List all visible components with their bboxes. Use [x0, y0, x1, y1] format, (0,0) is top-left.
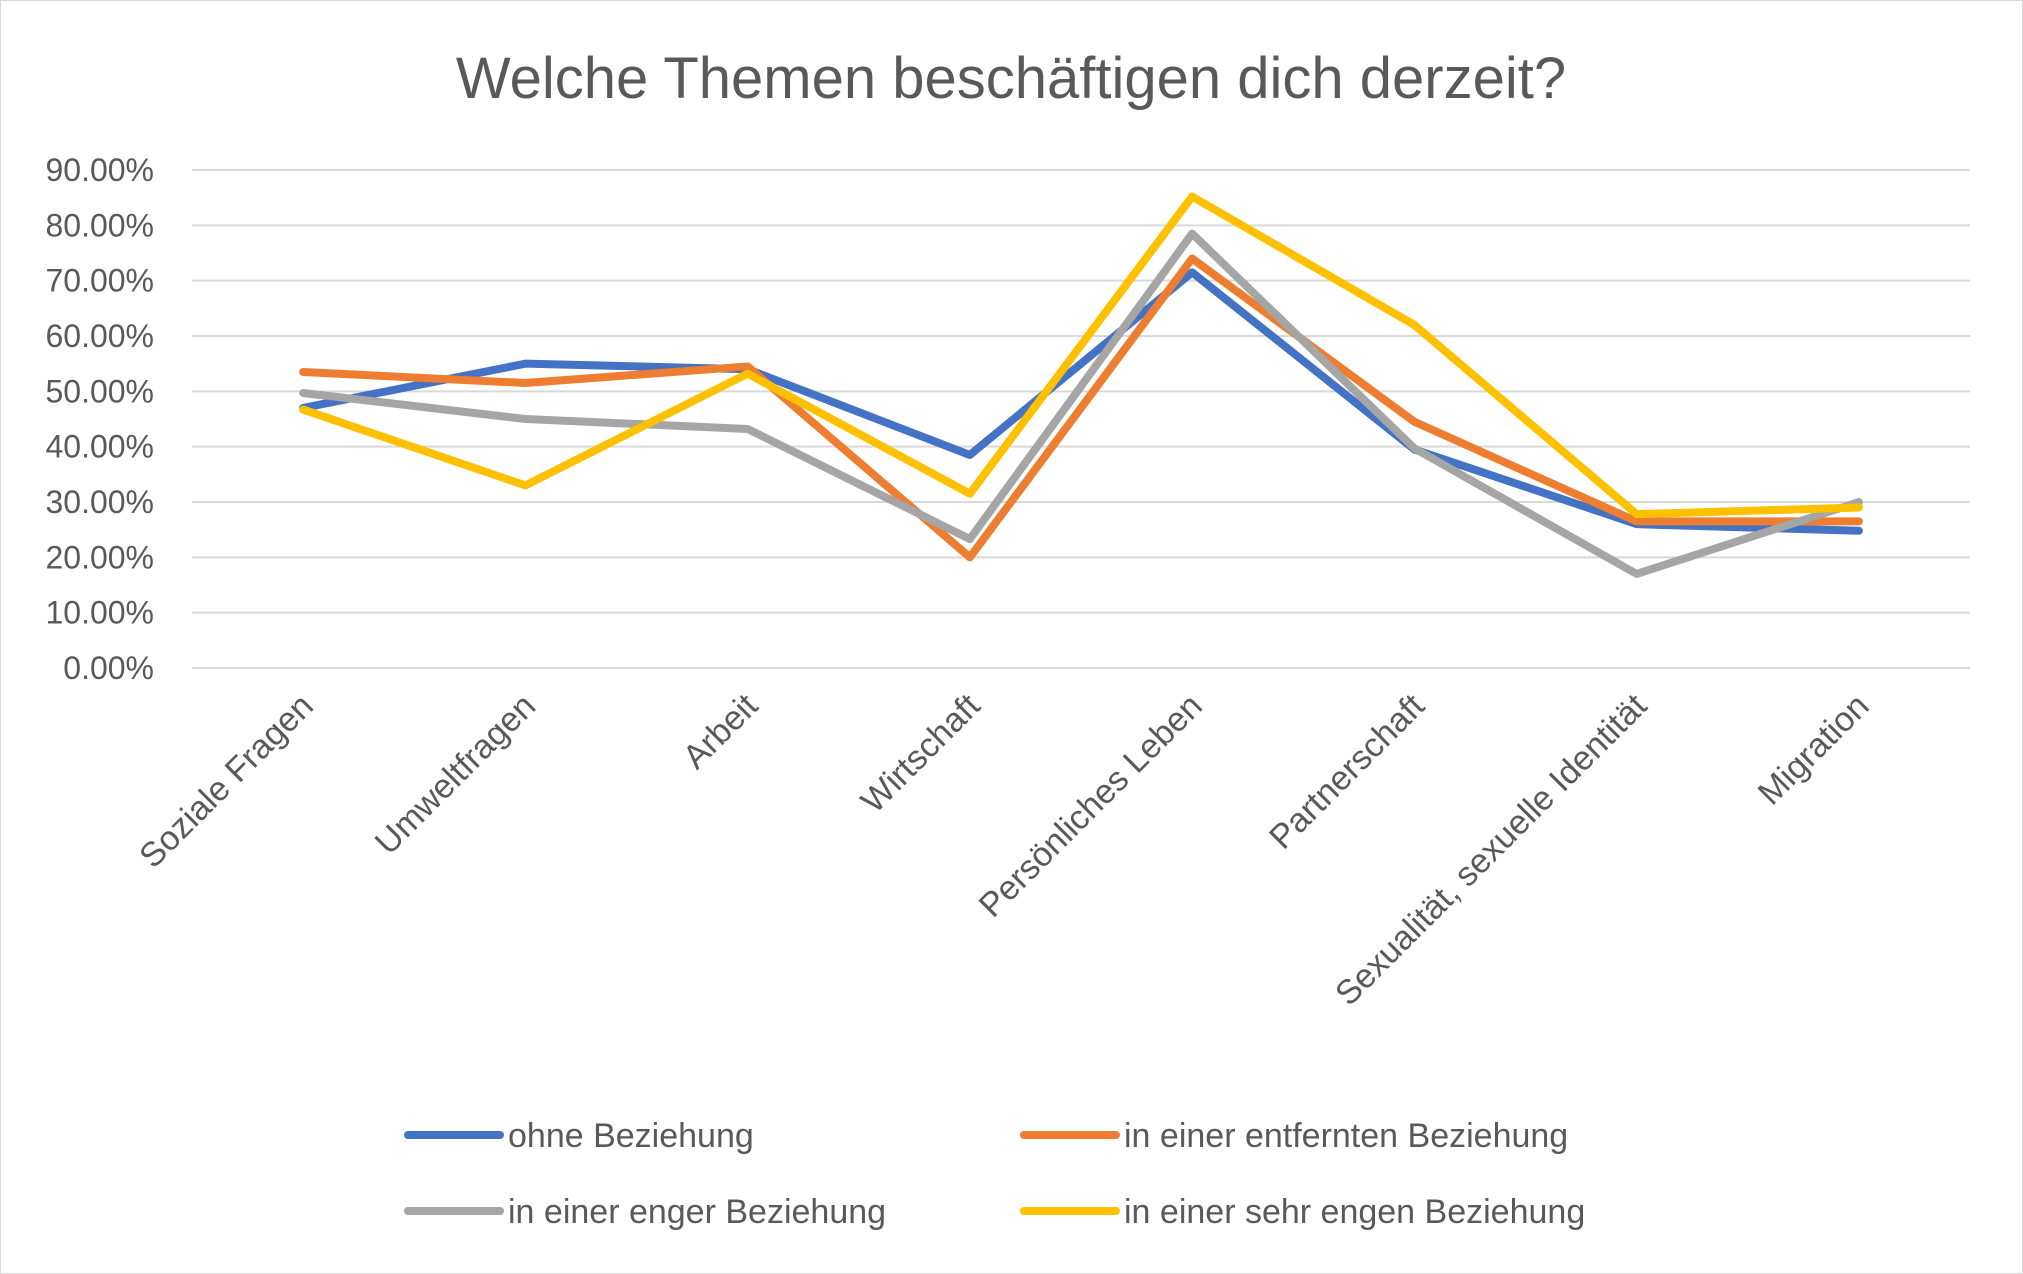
y-tick-label: 40.00% — [45, 429, 154, 465]
y-tick-label: 90.00% — [45, 152, 154, 188]
x-category-label: Migration — [1751, 687, 1877, 813]
x-category-label: Umweltfragen — [368, 687, 543, 862]
y-tick-label: 30.00% — [45, 484, 154, 520]
x-axis-categories: Soziale Fragen Umweltfragen Arbeit Wirtscha… — [132, 686, 1876, 1013]
x-category-label: Partnerschaft — [1262, 686, 1432, 856]
x-category-label: Persönliches Leben — [972, 687, 1210, 925]
legend-item: in einer sehr engen Beziehung — [1020, 1193, 1585, 1231]
x-category-label: Soziale Fragen — [132, 687, 321, 876]
chart-title: Welche Themen beschäftigen dich derzeit? — [456, 46, 1566, 111]
y-axis-ticks: 0.00% 10.00% 20.00% 30.00% 40.00% 50.00% 60.00… — [45, 152, 154, 686]
x-category-label: Wirtschaft — [854, 686, 988, 820]
legend-item: in einer entfernten Beziehung — [1020, 1117, 1568, 1155]
series-path — [299, 192, 1863, 519]
legend-item: ohne Beziehung — [404, 1117, 754, 1155]
y-tick-label: 10.00% — [45, 595, 154, 631]
y-tick-label: 70.00% — [45, 263, 154, 299]
y-tick-label: 60.00% — [45, 318, 154, 354]
legend-label: in einer entfernten Beziehung — [1124, 1117, 1568, 1155]
gridlines — [192, 169, 1970, 669]
series-path — [299, 254, 1863, 562]
y-tick-label: 80.00% — [45, 207, 154, 243]
legend-item: in einer enger Beziehung — [404, 1193, 886, 1231]
y-tick-label: 20.00% — [45, 539, 154, 575]
legend-label: ohne Beziehung — [508, 1117, 754, 1155]
series-line — [299, 229, 1863, 578]
legend-label: in einer sehr engen Beziehung — [1124, 1193, 1585, 1231]
series-line — [299, 254, 1863, 562]
legend: ohne Beziehung in einer entfernten Bezieh… — [404, 1117, 1585, 1231]
y-tick-label: 50.00% — [45, 373, 154, 409]
series-path — [299, 268, 1863, 535]
series-lines — [299, 192, 1863, 578]
y-tick-label: 0.00% — [63, 650, 154, 686]
x-category-label: Arbeit — [676, 686, 766, 776]
series-path — [299, 229, 1863, 578]
series-line — [299, 192, 1863, 519]
legend-label: in einer enger Beziehung — [508, 1193, 886, 1231]
